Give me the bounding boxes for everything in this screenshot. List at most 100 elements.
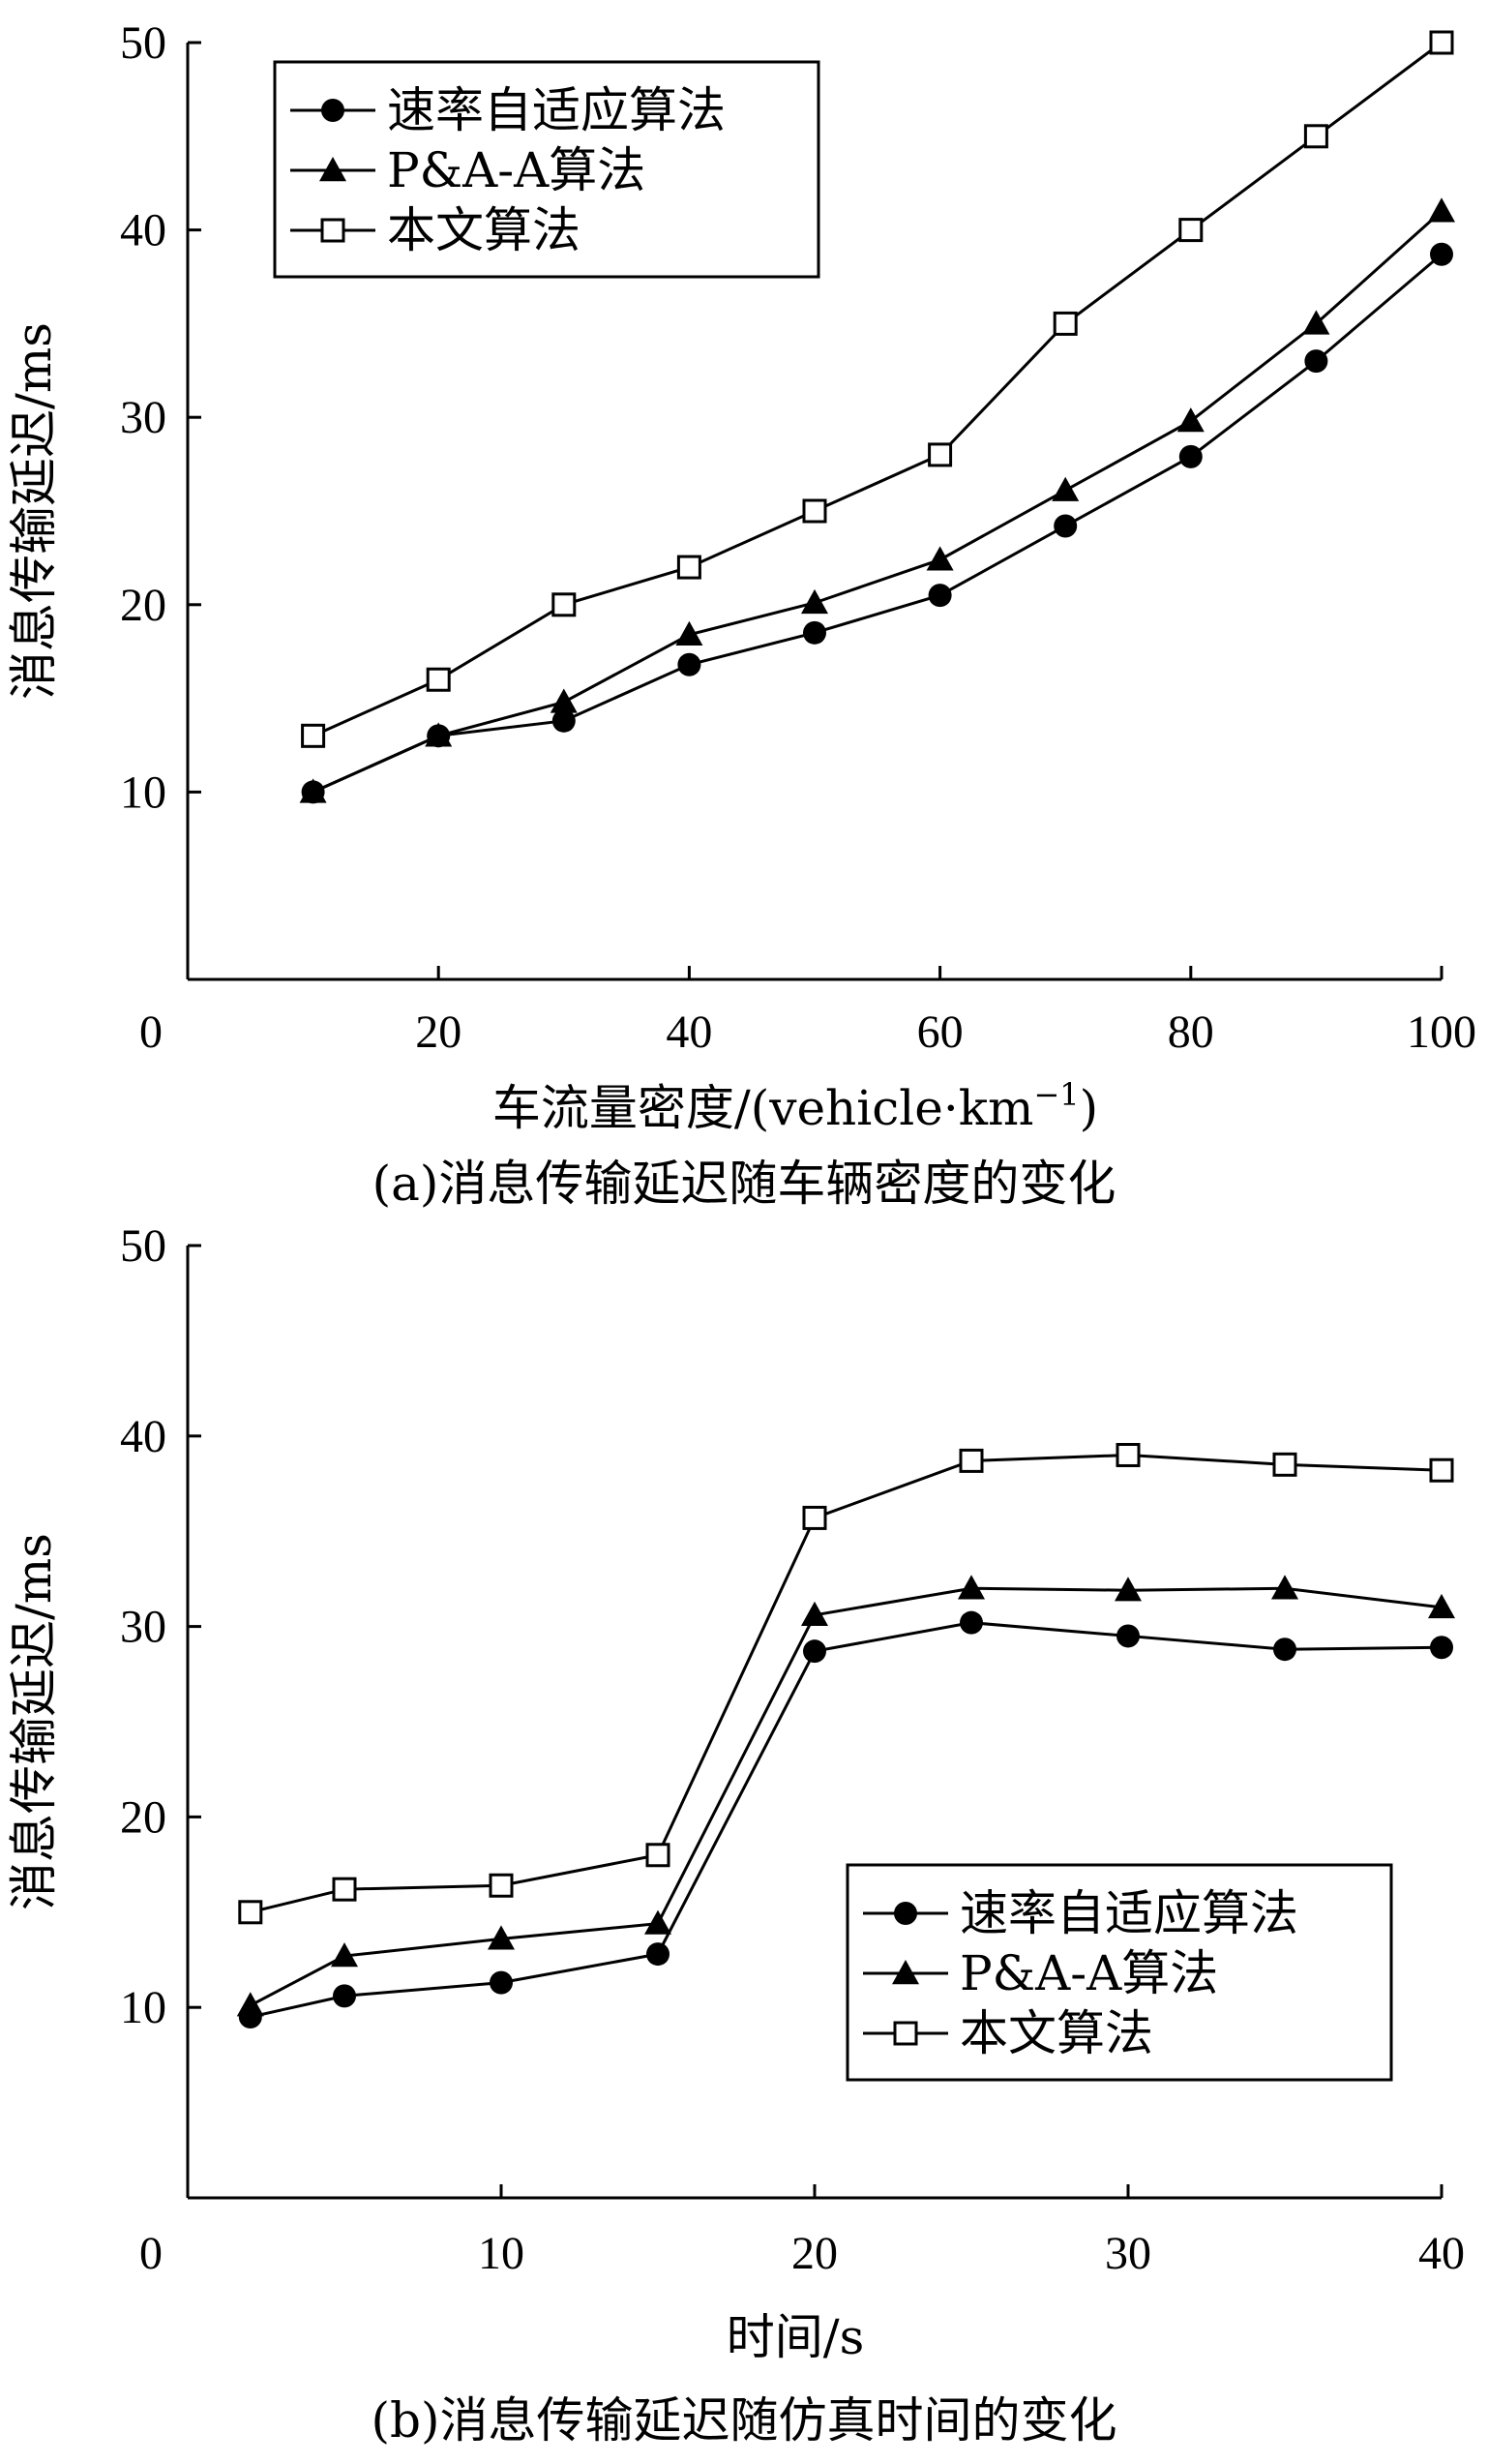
series-line [312,41,1443,737]
figure-caption: (b)消息传输延迟随仿真时间的变化 [371,2392,1116,2449]
x-tick-label: 30 [1105,2228,1151,2279]
y-tick-label: 30 [120,392,166,443]
series-line [250,1453,1443,1914]
y-tick-label: 20 [120,1791,166,1843]
data-point [677,652,701,676]
data-point [645,1843,670,1868]
data-point [1273,1638,1296,1662]
x-tick-label: 100 [1407,1007,1476,1058]
y-axis-title: 消息传输延迟/ms [6,322,62,700]
x-axis-title-main: 时间/s [727,2309,865,2365]
series-triangle [236,1575,1455,2017]
legend-label: P&A-A算法 [387,142,645,198]
y-tick-label: 10 [120,766,166,818]
data-point [802,498,827,524]
data-point [801,588,828,615]
legend-label: P&A-A算法 [960,1945,1218,2001]
data-point [1054,514,1078,538]
data-point [1430,1636,1453,1660]
legend-marker [321,99,344,122]
data-point [426,667,451,692]
data-point [1053,311,1078,336]
data-point [1428,197,1455,223]
data-point [1272,1452,1297,1477]
data-point [1116,1624,1140,1648]
data-point [1429,30,1454,55]
data-point [928,584,952,608]
x-tick-label: 0 [139,2228,163,2279]
x-tick-label: 20 [415,1007,461,1058]
data-point [676,555,701,580]
data-point [675,620,703,646]
x-tick-label: 0 [139,1007,163,1058]
data-point [425,722,453,747]
legend-marker [892,1960,919,1985]
chart-b: 10 20 30 40 50 0 10 20 30 40 时间/s 消息传输延迟/ms (b)消息传输延… [6,1220,1465,2449]
series-square [301,30,1454,748]
series-triangle [299,197,1455,803]
data-point [301,723,326,748]
x-axis-title-close: ) [1080,1080,1099,1136]
y-axis-title: 消息传输延迟/ms [6,1533,62,1910]
series-square [238,1442,1454,1925]
series-circle [238,1610,1453,2029]
data-point [801,1601,828,1626]
legend-label: 速率自适应算法 [960,1885,1298,1941]
figure-caption: (a)消息传输延迟随车辆密度的变化 [372,1156,1116,1212]
data-point [960,1610,983,1635]
legend-label: 本文算法 [960,2005,1153,2061]
y-tick-label: 10 [120,1982,166,2033]
data-point [1176,407,1205,433]
x-axis-title-main: 车流量密度/(vehicle·km [492,1080,1034,1136]
data-point [959,1448,984,1473]
data-point [644,1909,671,1935]
y-tick-label: 40 [120,1411,166,1462]
data-point [1428,1593,1455,1619]
x-axis-title: 车流量密度/(vehicle·km−1) [492,1076,1098,1136]
series-line [312,253,1443,794]
data-point [236,1992,264,2017]
x-axis-title: 时间/s [727,2309,865,2365]
data-point [802,1505,827,1530]
data-point [1052,476,1080,501]
x-tick-label: 80 [1168,1007,1214,1058]
legend-marker [893,2021,918,2046]
data-point [488,1925,515,1950]
legend-marker [319,157,346,182]
x-tick-label: 10 [478,2228,524,2279]
y-tick-label: 50 [120,17,166,69]
series-circle [301,242,1453,804]
data-point [1271,1575,1298,1600]
data-point [1115,1577,1142,1602]
legend-marker [894,1902,917,1925]
x-tick-label: 20 [791,2228,838,2279]
data-point [1429,1457,1454,1483]
series-line [312,210,1443,794]
data-point [803,1639,826,1664]
data-point [299,778,327,803]
data-point [928,442,953,467]
data-point [1302,310,1330,335]
data-point [238,1900,263,1925]
y-tick-label: 40 [120,205,166,256]
data-point [489,1873,514,1898]
data-point [1430,242,1453,266]
data-point [646,1942,670,1967]
x-tick-label: 40 [666,1007,712,1058]
data-point [1303,124,1328,149]
y-tick-label: 20 [120,580,166,631]
y-tick-label: 50 [120,1220,166,1272]
data-point [333,1984,356,2008]
data-point [331,1942,358,1968]
chart-a: 10 20 30 40 50 0 20 40 60 80 100 车流量密度/(vehicle·km−… [6,17,1476,1212]
x-tick-label: 40 [1418,2228,1465,2279]
data-point [332,1877,357,1902]
y-tick-label: 30 [120,1602,166,1653]
data-point [803,620,826,645]
legend-label: 速率自适应算法 [387,82,726,138]
data-point [551,708,576,733]
x-tick-label: 60 [917,1007,964,1058]
